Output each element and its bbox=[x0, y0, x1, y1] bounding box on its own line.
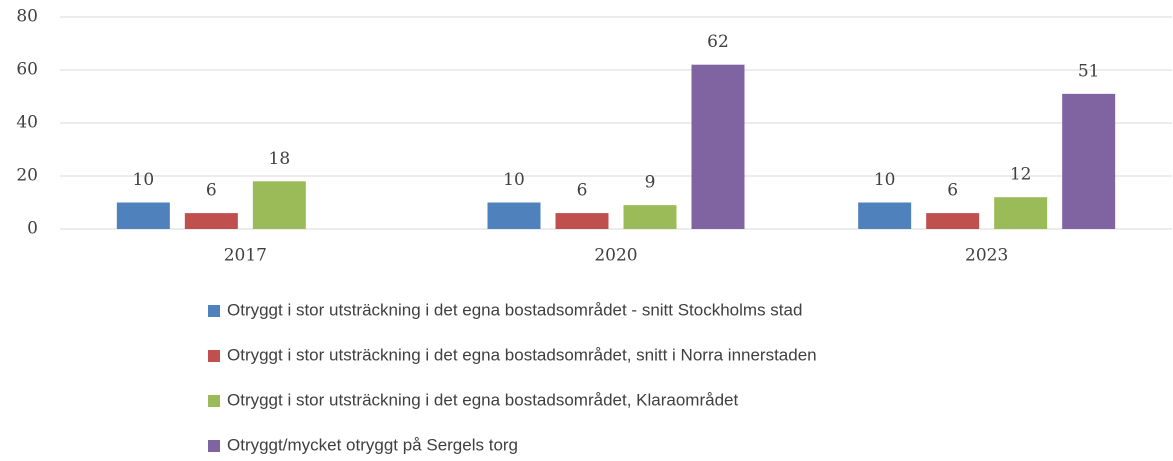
value-label: 6 bbox=[947, 181, 958, 201]
x-tick-label: 2017 bbox=[224, 246, 267, 266]
value-label: 6 bbox=[577, 181, 588, 201]
value-label: 9 bbox=[645, 173, 656, 193]
bar bbox=[994, 197, 1048, 229]
x-tick-label: 2020 bbox=[594, 246, 637, 266]
bar bbox=[116, 202, 170, 229]
value-label: 10 bbox=[133, 170, 155, 190]
legend-label: Otryggt i stor utsträckning i det egna b… bbox=[227, 390, 738, 409]
legend-swatch bbox=[208, 440, 220, 452]
legend-label: Otryggt/mycket otryggt på Sergels torg bbox=[227, 435, 518, 454]
legend-swatch bbox=[208, 395, 220, 407]
value-label: 10 bbox=[874, 170, 896, 190]
y-tick-label: 40 bbox=[16, 113, 38, 133]
value-label: 62 bbox=[707, 32, 729, 52]
value-label: 12 bbox=[1010, 165, 1032, 185]
bar bbox=[555, 213, 609, 229]
y-tick-label: 20 bbox=[16, 166, 38, 186]
value-label: 6 bbox=[206, 181, 217, 201]
bar bbox=[487, 202, 541, 229]
bar bbox=[252, 181, 306, 229]
value-label: 18 bbox=[269, 149, 291, 169]
y-tick-label: 60 bbox=[16, 60, 38, 80]
bar bbox=[1062, 93, 1116, 229]
bar bbox=[858, 202, 912, 229]
legend-label: Otryggt i stor utsträckning i det egna b… bbox=[227, 300, 802, 319]
legend-swatch bbox=[208, 305, 220, 317]
bar bbox=[691, 64, 745, 229]
value-label: 10 bbox=[503, 170, 525, 190]
y-tick-label: 0 bbox=[27, 219, 38, 239]
bar bbox=[623, 205, 677, 229]
y-tick-label: 80 bbox=[16, 7, 38, 27]
bar bbox=[184, 213, 238, 229]
bar bbox=[926, 213, 980, 229]
value-label: 51 bbox=[1078, 61, 1100, 81]
legend-swatch bbox=[208, 350, 220, 362]
legend-label: Otryggt i stor utsträckning i det egna b… bbox=[227, 345, 817, 364]
x-tick-label: 2023 bbox=[965, 246, 1008, 266]
